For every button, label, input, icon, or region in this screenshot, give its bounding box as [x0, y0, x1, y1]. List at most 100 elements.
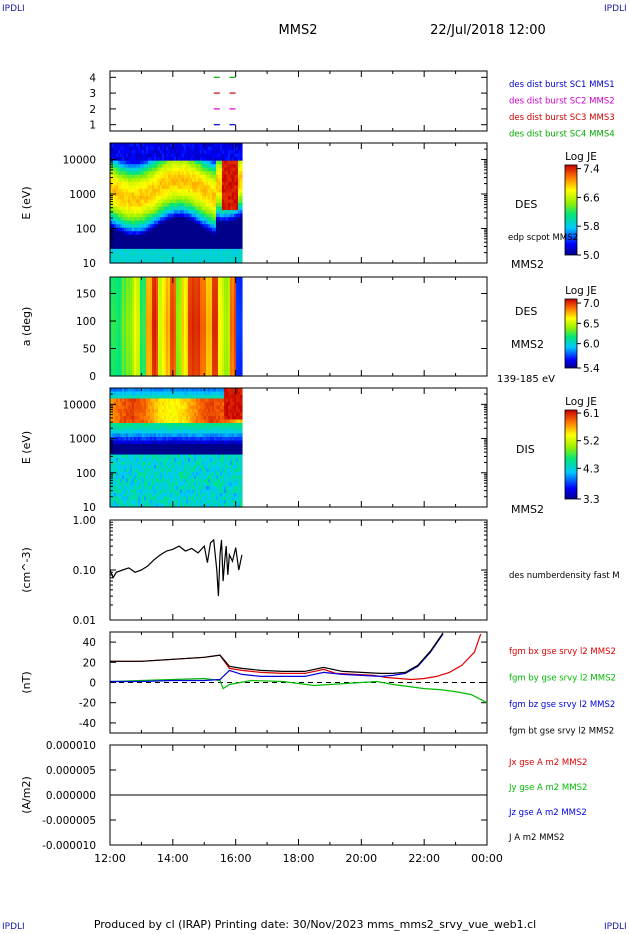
des_energy-cell: [239, 171, 243, 176]
des_energy-cell: [133, 220, 137, 225]
des_energy-cell: [121, 238, 125, 243]
des_energy-cell: [235, 234, 239, 239]
des_energy-cell: [231, 259, 235, 264]
des_energy-cell: [239, 245, 243, 250]
des_energy-cell: [137, 143, 141, 148]
des_energy-cell: [147, 259, 151, 264]
des_energy-cell: [113, 188, 117, 194]
des_energy-cell: [171, 150, 175, 155]
des_energy-cell: [143, 234, 147, 239]
des_energy-cell: [169, 160, 173, 165]
des_energy-cell: [131, 220, 135, 225]
des_energy-cell: [165, 188, 169, 194]
des_energy-cell: [145, 227, 149, 232]
des_energy-cell: [181, 227, 185, 232]
des_energy-cell: [121, 150, 125, 155]
des_energy-cell: [201, 146, 205, 151]
des_energy-cell: [153, 234, 157, 239]
des_energy-cell: [135, 178, 139, 183]
des_energy-cell: [143, 167, 147, 172]
des_energy-cell: [143, 206, 147, 211]
des_energy-ytick-label: 10000: [63, 154, 96, 166]
des_energy-cell: [139, 181, 143, 186]
des_energy-cell: [139, 195, 143, 201]
des_energy-cell: [123, 153, 127, 158]
des_energy-cell: [143, 259, 147, 264]
des_energy-cell: [209, 241, 213, 246]
des_energy-cell: [207, 146, 211, 151]
des_energy-cell: [173, 234, 177, 239]
des_energy-cell: [115, 241, 119, 246]
des_energy-cell: [137, 157, 141, 162]
des_energy-cell: [155, 231, 159, 236]
des_energy-cell: [163, 171, 167, 176]
des_energy-cell: [113, 164, 117, 169]
des_energy-cell: [115, 160, 119, 165]
des_energy-cell: [119, 167, 123, 172]
des_energy-cell: [223, 245, 227, 250]
des_energy-cell: [139, 220, 143, 225]
des_energy-cell: [113, 203, 117, 208]
des_energy-cell: [207, 217, 211, 222]
des_energy-cell: [117, 245, 121, 250]
des_energy-cell: [165, 255, 169, 261]
des_energy-cell: [141, 227, 145, 232]
des_pitch-cell: [117, 282, 121, 287]
des_energy-cell: [209, 160, 213, 165]
des_energy-cell: [233, 217, 237, 222]
des_energy-cell: [149, 224, 153, 229]
des_pitch-cell: [111, 309, 115, 313]
des_energy-cell: [195, 146, 199, 151]
des_energy-cell: [143, 220, 147, 225]
des_energy-cell: [169, 245, 173, 250]
des_energy-cell: [215, 199, 219, 204]
des_energy-cell: [171, 185, 175, 190]
des_energy-cell: [151, 185, 155, 190]
des_energy-cell: [223, 227, 227, 232]
des_energy-cell: [215, 238, 219, 243]
des_energy-cell: [231, 238, 235, 243]
des_energy-cell: [191, 241, 195, 246]
des_energy-cell: [167, 195, 171, 201]
des_energy-cell: [161, 210, 165, 215]
des_energy-cell: [185, 210, 189, 215]
des_energy-cell: [155, 224, 159, 229]
des_energy-cell: [110, 178, 113, 183]
des_energy-cell: [237, 167, 241, 172]
des_energy-cell: [233, 248, 237, 254]
des_energy-cell: [139, 248, 143, 254]
des_energy-cell: [205, 192, 209, 197]
des_energy-cell: [165, 143, 169, 148]
des_energy-ytick-label: 1000: [69, 189, 96, 201]
des_energy-cell: [217, 164, 221, 169]
des_energy-cell: [135, 203, 139, 208]
des_energy-cell: [137, 199, 141, 204]
des_energy-cell: [145, 220, 149, 225]
des_energy-cell: [117, 227, 121, 232]
des_energy-cell: [157, 192, 161, 197]
des_energy-cell: [153, 174, 157, 179]
des_energy-cell: [219, 164, 223, 169]
burst-ytick-label: 4: [89, 72, 96, 84]
des_energy-cell: [211, 143, 215, 148]
des_energy-cell: [175, 245, 179, 250]
des_energy-cell: [143, 195, 147, 201]
des_energy-cell: [235, 181, 239, 186]
des_energy-cell: [197, 195, 201, 201]
des_energy-cell: [227, 213, 231, 218]
des_energy-cell: [115, 185, 119, 190]
des_energy-cell: [229, 203, 233, 208]
des_energy-cell: [193, 171, 197, 176]
des_energy-cell: [219, 238, 223, 243]
des_energy-cell: [195, 210, 199, 215]
des_energy-cell: [223, 238, 227, 243]
des_energy-cell: [227, 255, 231, 261]
des_energy-cell: [217, 248, 221, 254]
des_energy-cell: [183, 245, 187, 250]
des_energy-cell: [207, 255, 211, 261]
des_energy-cell: [155, 167, 159, 172]
des_energy-cell: [215, 224, 219, 229]
des_energy-cell: [110, 203, 113, 208]
des_energy-cell: [199, 167, 203, 172]
